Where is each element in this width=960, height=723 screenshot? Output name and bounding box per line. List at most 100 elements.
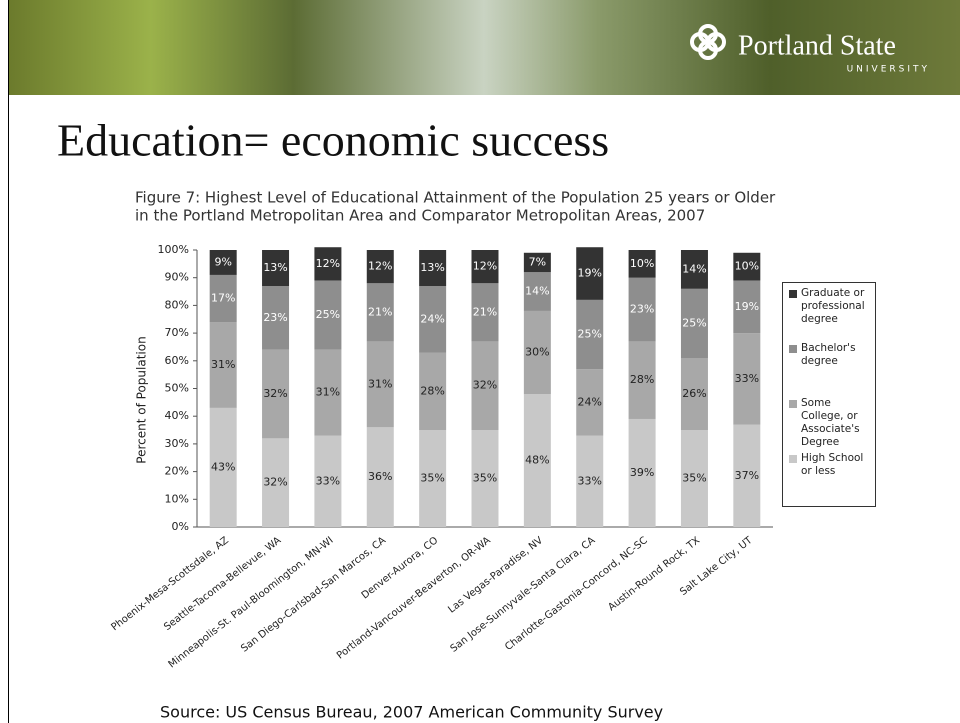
bar-segment (366, 341, 394, 428)
bar-segment (209, 407, 237, 527)
value-label: 12% (316, 257, 340, 270)
value-label: 30% (525, 345, 549, 358)
bar-segment (523, 394, 551, 527)
bar-segment (628, 277, 656, 342)
logo-sub: UNIVERSITY (847, 65, 930, 75)
y-tick-label: 90% (165, 271, 189, 284)
bar-segment (680, 358, 708, 431)
bar-segment (733, 333, 761, 425)
value-label: 31% (316, 386, 340, 399)
value-label: 25% (682, 316, 706, 329)
bar-segment (471, 283, 499, 342)
bar-segment (523, 252, 551, 273)
value-label: 48% (525, 454, 549, 467)
value-label: 35% (682, 472, 706, 485)
legend-entry: Bachelor's degree (789, 342, 871, 397)
legend-entry: Graduate or professional degree (789, 287, 871, 342)
y-tick-label: 40% (165, 409, 189, 422)
x-tick-label: Las Vegas-Paradise, NV (446, 535, 545, 616)
bar-segment (366, 250, 394, 284)
y-tick-label: 50% (165, 382, 189, 395)
value-label: 39% (630, 466, 654, 479)
value-label: 21% (368, 305, 392, 318)
bar-segment (314, 435, 342, 527)
bar-segment (680, 250, 708, 289)
y-tick-label: 20% (165, 465, 189, 478)
bar-segment (314, 247, 342, 281)
bar-segment (314, 280, 342, 350)
bar-segment (576, 369, 604, 436)
value-label: 19% (578, 267, 602, 280)
logo-text: Portland State (738, 30, 896, 61)
value-label: 33% (316, 474, 340, 487)
chart-title: Figure 7: Highest Level of Educational A… (135, 189, 776, 207)
bar-segment (419, 352, 447, 431)
y-axis-label: Percent of Population (135, 336, 149, 463)
bar-segment (628, 341, 656, 419)
bar-segment (471, 430, 499, 527)
bar-segment (209, 274, 237, 323)
bar-segment (262, 286, 290, 350)
bar-segment (523, 310, 551, 395)
bar-segment (576, 247, 604, 300)
bar-segment (471, 341, 499, 431)
legend-label: Bachelor's degree (801, 342, 856, 367)
x-tick-label: Austin-Round Rock, TX (606, 535, 702, 613)
bar-segment (733, 424, 761, 527)
bar-segment (209, 322, 237, 408)
value-label: 25% (316, 308, 340, 321)
y-tick-label: 10% (165, 492, 189, 505)
value-label: 13% (420, 261, 444, 274)
bar-segment (628, 418, 656, 527)
value-label: 12% (368, 260, 392, 273)
legend-label: High School or less (801, 452, 864, 477)
bar-segment (314, 349, 342, 436)
value-label: 31% (368, 377, 392, 390)
bar-segment (419, 250, 447, 287)
legend-swatch (789, 345, 797, 353)
value-label: 35% (420, 472, 444, 485)
value-label: 31% (211, 358, 235, 371)
bar-segment (419, 286, 447, 353)
y-tick-label: 0% (172, 520, 189, 533)
bar-segment (209, 250, 237, 275)
value-label: 33% (735, 372, 759, 385)
value-label: 33% (578, 474, 602, 487)
y-tick-label: 80% (165, 298, 189, 311)
value-label: 23% (630, 303, 654, 316)
value-label: 7% (529, 255, 546, 268)
y-tick-label: 70% (165, 326, 189, 339)
legend-swatch (789, 290, 797, 298)
value-label: 24% (420, 312, 444, 325)
legend-swatch (789, 455, 797, 463)
value-label: 32% (473, 379, 497, 392)
logo-icon (690, 24, 726, 60)
bar-segment (471, 250, 499, 284)
value-label: 19% (735, 300, 759, 313)
y-tick-label: 30% (165, 437, 189, 450)
bar-segment (262, 250, 290, 287)
value-label: 14% (682, 262, 706, 275)
legend-label: Some College, or Associate's Degree (801, 397, 860, 448)
slide-heading: Education= economic success (57, 115, 609, 166)
value-label: 10% (630, 257, 654, 270)
legend: Graduate or professional degree Bachelor'… (782, 282, 876, 507)
legend-swatch (789, 400, 797, 408)
bar-segment (366, 283, 394, 342)
value-label: 23% (263, 311, 287, 324)
bar-segment (576, 435, 604, 527)
bar-segment (576, 299, 604, 370)
bar-segment (523, 272, 551, 311)
value-label: 21% (473, 305, 497, 318)
value-label: 28% (420, 384, 444, 397)
value-label: 43% (211, 460, 235, 473)
value-label: 9% (214, 255, 231, 268)
bar-segment (366, 427, 394, 527)
value-label: 37% (735, 469, 759, 482)
bar-segment (680, 288, 708, 359)
value-label: 28% (630, 373, 654, 386)
value-label: 13% (263, 261, 287, 274)
legend-entry: High School or less (789, 452, 871, 507)
bar-segment (733, 252, 761, 281)
